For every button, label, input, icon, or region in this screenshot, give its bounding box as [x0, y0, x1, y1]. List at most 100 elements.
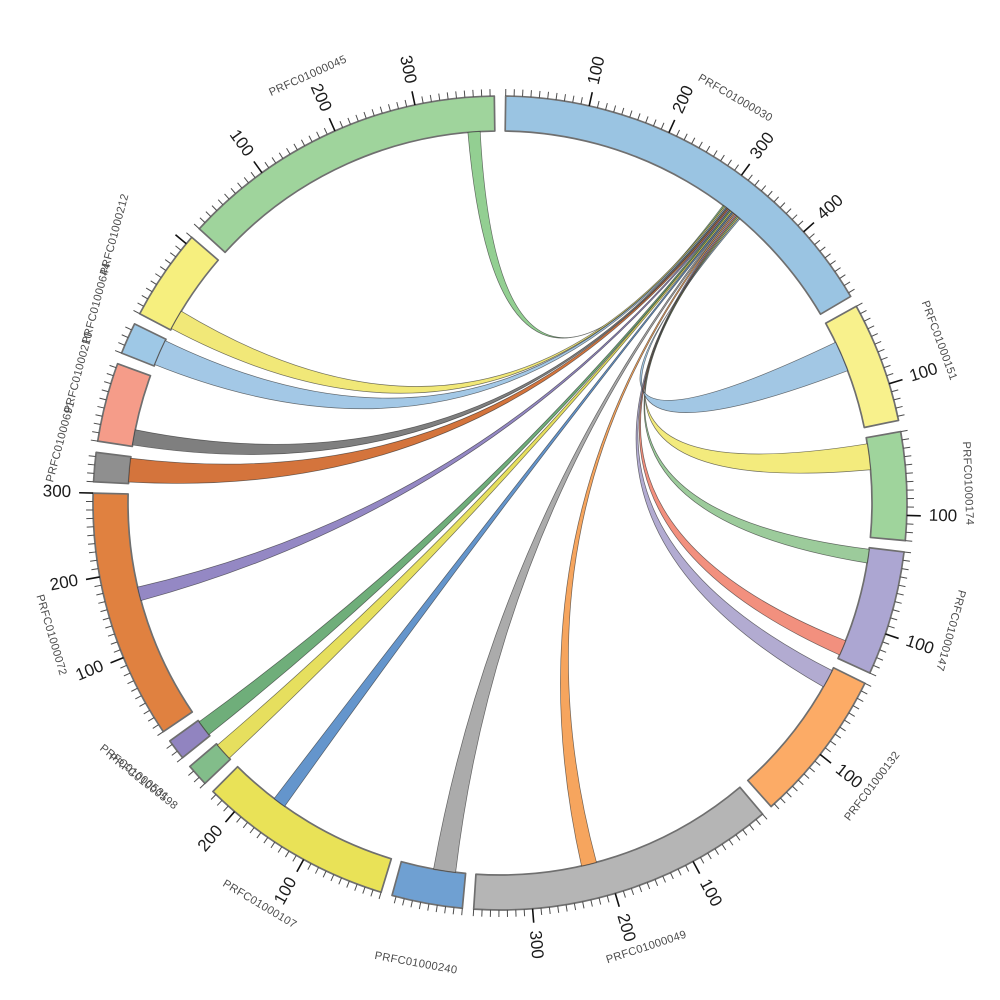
axis-tick: [211, 205, 218, 211]
axis-tick: [120, 664, 127, 669]
axis-tick: [127, 680, 135, 685]
axis-tick: [864, 682, 872, 687]
chord-link-PRFC01000072-5: [137, 208, 731, 602]
axis-tick: [88, 551, 97, 554]
chord-link-PRFC01000598-7: [216, 210, 733, 759]
axis-tick: [898, 584, 906, 588]
sector-arc-PRFC01000174: [865, 430, 908, 542]
axis-tick: [176, 757, 183, 763]
axis-tick: [740, 163, 751, 176]
axis-tick: [629, 110, 633, 118]
axis-tick: [147, 717, 155, 722]
axis-tick: [905, 531, 913, 534]
axis-tick: [829, 260, 836, 266]
axis-tick: [903, 551, 912, 554]
axis-tick: [186, 232, 193, 238]
axis-tick: [622, 890, 626, 898]
axis-tick: [714, 848, 719, 855]
axis-tick: [88, 543, 96, 545]
axis-tick: [106, 373, 114, 377]
axis-tick: [141, 295, 149, 300]
axis-tick: [901, 568, 909, 571]
axis-tick: [531, 908, 535, 923]
sector-arc-PRFC01000107: [212, 765, 393, 894]
axis-tick: [236, 816, 242, 823]
axis-tick: [152, 724, 159, 729]
axis-tick: [323, 127, 328, 135]
axis-tick: [891, 389, 899, 393]
sector-arc-PRFC01000147: [837, 546, 905, 674]
axis-tick: [735, 834, 741, 841]
axis-tick: [85, 576, 100, 581]
axis-tick: [660, 122, 665, 130]
tick-label: 300: [526, 930, 547, 960]
axis-tick: [362, 886, 366, 894]
axis-tick: [662, 875, 666, 883]
axis-tick: [421, 96, 424, 104]
axis-tick: [347, 117, 351, 125]
axis-tick: [316, 131, 321, 139]
sector-label-PRFC01000212: PRFC01000212: [98, 192, 131, 276]
sector-label-PRFC01000072: PRFC01000072: [33, 593, 68, 677]
chord-link-PRFC01000107-8: [273, 211, 734, 807]
axis-tick: [676, 129, 680, 137]
tick-label: 100: [929, 506, 958, 526]
axis-tick: [742, 829, 748, 836]
axis-tick: [98, 601, 106, 604]
axis-tick: [410, 900, 413, 908]
axis-tick: [590, 899, 593, 907]
axis-tick: [721, 843, 727, 851]
axis-tick: [698, 141, 703, 149]
axis-tick: [223, 805, 229, 812]
axis-tick: [904, 455, 912, 458]
axis-tick: [285, 850, 290, 858]
axis-tick: [418, 902, 422, 910]
axis-tick: [355, 114, 359, 122]
axis-tick: [540, 907, 543, 915]
axis-tick: [873, 664, 880, 669]
axis-tick: [354, 883, 358, 891]
axis-tick: [157, 731, 164, 736]
axis-tick: [253, 160, 263, 174]
axis-tick: [876, 657, 884, 661]
axis-tick: [879, 649, 887, 653]
sector-arc-PRFC01000072: [92, 492, 194, 733]
axis-tick: [237, 182, 243, 189]
axis-tick: [803, 773, 810, 779]
axis-tick: [452, 907, 455, 915]
axis-tick: [814, 239, 821, 246]
tick-label: 100: [696, 876, 726, 910]
axis-tick: [863, 317, 871, 322]
axis-tick: [785, 208, 792, 214]
axis-tick: [692, 860, 701, 875]
tick-label: 200: [668, 83, 697, 117]
axis-tick: [824, 747, 832, 753]
axis-tick: [890, 617, 898, 621]
axis-tick: [109, 364, 117, 369]
tick-label: 100: [226, 126, 258, 160]
axis-tick: [614, 893, 620, 907]
axis-tick: [530, 90, 532, 98]
axis-tick: [388, 104, 391, 112]
axis-tick: [905, 540, 913, 542]
axis-tick: [613, 105, 617, 113]
axis-tick: [121, 334, 129, 339]
axis-tick: [685, 865, 690, 872]
axis-tick: [88, 455, 96, 458]
axis-tick: [92, 431, 100, 434]
chord-link-PRFC01000691-4: [128, 208, 729, 484]
axis-tick: [895, 405, 903, 409]
axis-tick: [193, 776, 200, 783]
axis-tick: [314, 867, 320, 874]
axis-tick: [760, 185, 767, 192]
axis-tick: [882, 641, 890, 645]
axis-tick: [90, 439, 98, 442]
tick-label: 200: [194, 821, 227, 855]
axis-tick: [809, 767, 816, 773]
axis-tick: [669, 872, 674, 880]
axis-tick: [193, 223, 200, 230]
axis-tick: [572, 95, 575, 103]
axis-tick: [880, 356, 888, 361]
axis-tick: [900, 576, 908, 579]
axis-tick: [819, 246, 826, 252]
